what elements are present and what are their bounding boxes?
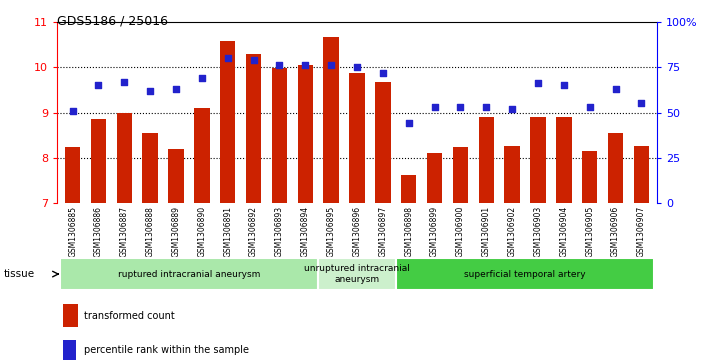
Point (144, 88, 156, 94)
Bar (504, 146, 520, 203)
Text: tissue: tissue (4, 269, 35, 279)
Text: GSM1306898: GSM1306898 (404, 206, 413, 257)
Text: GSM1306902: GSM1306902 (508, 206, 517, 257)
Text: GSM1306904: GSM1306904 (559, 206, 568, 257)
Bar (478, 117, 494, 203)
Point (532, 81, 543, 86)
Text: GSM1306895: GSM1306895 (326, 206, 336, 257)
Bar (531, 117, 545, 203)
Text: GSM1306887: GSM1306887 (120, 206, 129, 257)
Text: GSM1306907: GSM1306907 (637, 206, 646, 257)
Text: unruptured intracranial
aneurysm: unruptured intracranial aneurysm (304, 264, 410, 284)
Text: GDS5186 / 25016: GDS5186 / 25016 (57, 15, 168, 28)
Text: percentile rank within the sample: percentile rank within the sample (84, 345, 249, 355)
Bar (427, 154, 442, 203)
Point (635, 101, 647, 106)
Bar (272, 68, 287, 203)
Point (273, 62, 285, 68)
Text: ruptured intracranial aneurysm: ruptured intracranial aneurysm (118, 270, 260, 278)
Text: GSM1306886: GSM1306886 (94, 206, 103, 257)
Point (222, 55, 233, 61)
Bar (220, 41, 236, 203)
Bar (91, 119, 106, 203)
Point (377, 70, 388, 76)
Text: GSM1306901: GSM1306901 (482, 206, 491, 257)
Text: GSM1306900: GSM1306900 (456, 206, 465, 257)
Bar (142, 133, 158, 203)
Text: transformed count: transformed count (84, 311, 175, 321)
Point (119, 79, 130, 85)
Bar (633, 146, 649, 203)
Point (248, 57, 259, 63)
Point (610, 86, 621, 92)
Text: GSM1306896: GSM1306896 (353, 206, 361, 257)
Text: GSM1306893: GSM1306893 (275, 206, 284, 257)
FancyBboxPatch shape (60, 258, 318, 290)
Text: GSM1306899: GSM1306899 (430, 206, 439, 257)
Point (300, 62, 311, 68)
Text: GSM1306903: GSM1306903 (533, 206, 543, 257)
Point (429, 104, 441, 110)
Text: GSM1306888: GSM1306888 (146, 206, 155, 257)
Bar (194, 108, 210, 203)
Point (93, 82, 104, 88)
Text: GSM1306891: GSM1306891 (223, 206, 232, 257)
Bar (323, 37, 339, 203)
Bar (582, 151, 598, 203)
Point (326, 62, 337, 68)
Text: GSM1306885: GSM1306885 (68, 206, 77, 257)
Text: GSM1306897: GSM1306897 (378, 206, 388, 257)
Point (403, 121, 414, 126)
Bar (556, 117, 572, 203)
Text: GSM1306890: GSM1306890 (197, 206, 206, 257)
FancyBboxPatch shape (396, 258, 654, 290)
Bar (63, 340, 76, 360)
Point (481, 104, 492, 110)
Bar (116, 113, 132, 203)
Point (196, 75, 208, 81)
Point (558, 82, 570, 88)
Text: GSM1306894: GSM1306894 (301, 206, 310, 257)
Bar (63, 304, 78, 327)
Bar (246, 54, 261, 203)
Point (67, 108, 79, 114)
Bar (453, 147, 468, 203)
Bar (65, 147, 81, 203)
Point (455, 104, 466, 110)
Bar (349, 73, 365, 203)
Bar (401, 175, 416, 203)
Bar (298, 65, 313, 203)
Point (351, 64, 363, 70)
Bar (169, 149, 183, 203)
Text: superficial temporal artery: superficial temporal artery (464, 270, 586, 278)
Bar (375, 82, 391, 203)
Text: GSM1306905: GSM1306905 (585, 206, 594, 257)
FancyBboxPatch shape (318, 258, 396, 290)
Text: GSM1306892: GSM1306892 (249, 206, 258, 257)
Point (171, 86, 182, 92)
Bar (608, 133, 623, 203)
Text: GSM1306889: GSM1306889 (171, 206, 181, 257)
Text: GSM1306906: GSM1306906 (611, 206, 620, 257)
Point (584, 104, 595, 110)
Point (506, 106, 518, 112)
